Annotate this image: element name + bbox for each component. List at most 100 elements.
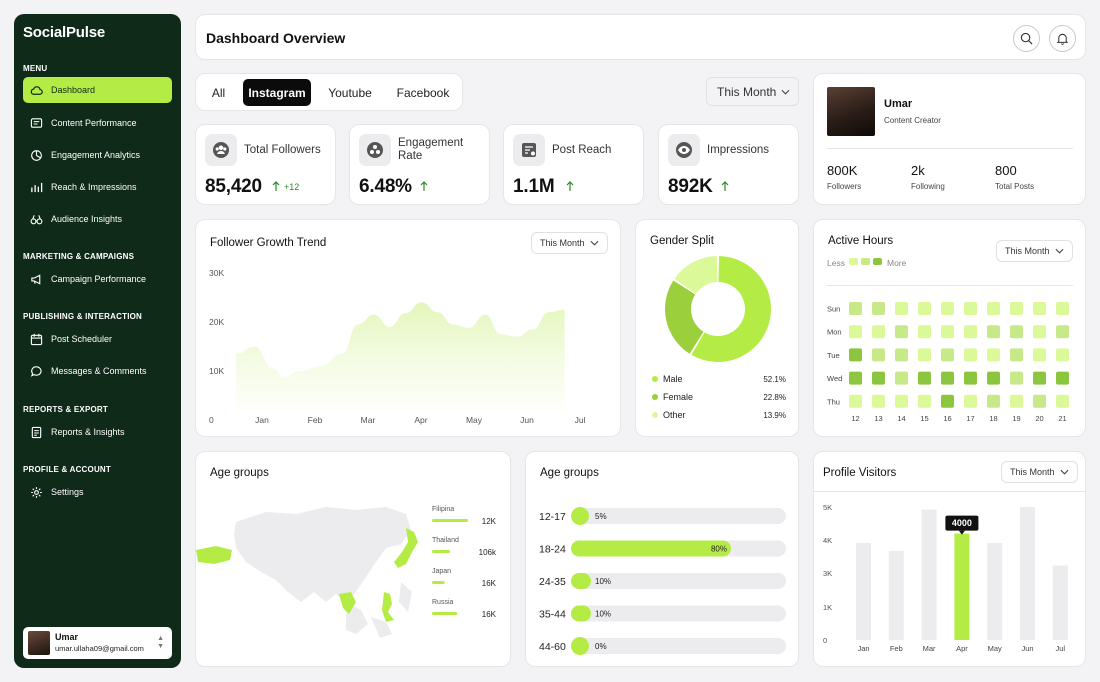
- sidebar-item-post-scheduler[interactable]: Post Scheduler: [23, 326, 172, 352]
- heatmap-cell: [941, 394, 954, 408]
- stat-delta: [566, 181, 574, 192]
- arrow-up-icon: [721, 181, 729, 191]
- chevron-down-icon: [1055, 248, 1064, 254]
- follower-growth-chart: 30K 20K 10K 0 Jan Feb Mar Apr May Jun Jul: [209, 268, 586, 425]
- age-bar: [571, 573, 591, 589]
- sidebar-item-reach-impressions[interactable]: Reach & Impressions: [23, 174, 172, 200]
- period-dropdown[interactable]: This Month: [531, 232, 608, 254]
- sidebar-item-campaign-performance[interactable]: Campaign Performance: [23, 266, 172, 292]
- age-label: 18-24: [539, 544, 566, 556]
- country-value: 106k: [479, 548, 497, 557]
- tooltip-box: [945, 515, 979, 531]
- period-value: This Month: [1010, 467, 1055, 477]
- reach-icon: [30, 181, 43, 194]
- stat-card-impressions: Impressions 892K: [658, 124, 799, 205]
- profile-visitors-card: Profile Visitors This Month 5K 4K 3K 1K 0 Jan…: [813, 451, 1087, 667]
- sidebar-item-messages-comments[interactable]: Messages & Comments: [23, 358, 172, 384]
- engagement-icon: [359, 134, 391, 166]
- stat-label: Impressions: [707, 144, 769, 156]
- heatmap-cell: [1033, 371, 1046, 385]
- map-highlight-filipina: [382, 592, 394, 622]
- stat-label: Engagement Rate: [398, 137, 464, 162]
- heatmap-cell: [1033, 302, 1046, 315]
- age-value: 0%: [595, 642, 607, 651]
- heatmap-cell: [895, 325, 908, 339]
- stat-delta-value: +12: [284, 181, 300, 192]
- card-title: Gender Split: [650, 235, 714, 247]
- x-tick-label: Mar: [361, 415, 376, 425]
- chevron-down-icon: [1060, 469, 1069, 475]
- cloud-icon: [30, 84, 43, 97]
- sidebar-item-content-performance[interactable]: Content Performance: [23, 110, 172, 136]
- y-tick-label: 1K: [823, 603, 832, 612]
- y-tick-label: 0: [823, 636, 827, 645]
- profile-metric-value: 2k: [911, 163, 925, 178]
- stat-card-total-followers: Total Followers 85,420 +12: [195, 124, 336, 205]
- profile-visitors-chart: 5K 4K 3K 1K 0 Jan Feb Mar Apr 4000 May Jun Jul: [823, 503, 1068, 653]
- period-dropdown[interactable]: This Month: [1001, 461, 1078, 483]
- map-highlight-russia: [196, 546, 232, 564]
- y-tick-label: 0: [209, 415, 214, 425]
- tab-instagram[interactable]: Instagram: [243, 79, 311, 106]
- sidebar-item-label: Content Performance: [51, 118, 137, 128]
- heatmap-col-label: 18: [989, 414, 997, 423]
- divider: [827, 285, 1073, 286]
- country-list: Filipina 12K Thailand 106k Japan 16K Russia 16K: [432, 506, 497, 619]
- y-tick-label: 10K: [209, 366, 224, 376]
- x-tick-label: Jul: [575, 415, 586, 425]
- sidebar-item-dashboard[interactable]: Dashboard: [23, 77, 172, 103]
- sidebar: SocialPulse MENU Dashboard Content Perfo…: [14, 14, 181, 668]
- tooltip-value: 4000: [952, 518, 972, 528]
- x-tick-label: Jun: [520, 415, 534, 425]
- country-label: Russia: [432, 599, 454, 606]
- age-map-card: Age groups Filipina 12K Thailand 106k Japan 1…: [195, 451, 511, 667]
- period-dropdown[interactable]: This Month: [706, 77, 799, 106]
- header-bar: Dashboard Overview: [195, 14, 1086, 60]
- heatmap-col-label: 20: [1035, 414, 1043, 423]
- stat-delta: [420, 181, 428, 192]
- age-label: 12-17: [539, 511, 566, 523]
- chevron-down-icon: [781, 89, 790, 95]
- tab-facebook[interactable]: Facebook: [396, 85, 450, 100]
- heatmap-cell: [964, 371, 977, 385]
- heatmap-col-label: 19: [1012, 414, 1020, 423]
- heatmap-cell: [1033, 325, 1046, 339]
- x-tick-label: Jan: [255, 415, 269, 425]
- stat-card-engagement-rate: Engagement Rate 6.48%: [349, 124, 490, 205]
- sidebar-item-settings[interactable]: Settings: [23, 479, 172, 505]
- sidebar-item-reports-insights[interactable]: Reports & Insights: [23, 419, 172, 445]
- country-bar: [432, 519, 468, 522]
- profile-metric-value: 800K: [827, 163, 858, 178]
- x-tick-label: Mar: [923, 644, 936, 653]
- visitor-bar: [1020, 507, 1035, 640]
- y-tick-label: 30K: [209, 268, 224, 278]
- profile-name: Umar: [884, 98, 913, 110]
- active-hours-heatmap: Sun Mon Tue Wed Thu 12 13 14 15 16 17 18 19 20 21: [827, 302, 1069, 423]
- section-publishing: PUBLISHING & INTERACTION: [23, 312, 143, 321]
- stat-label: Post Reach: [552, 144, 612, 156]
- visitor-bar: [856, 542, 871, 640]
- tab-all[interactable]: All: [211, 85, 226, 100]
- heatmap-cell: [964, 394, 977, 408]
- tab-youtube[interactable]: Youtube: [328, 85, 372, 100]
- sidebar-item-engagement-analytics[interactable]: Engagement Analytics: [23, 142, 172, 168]
- search-button[interactable]: [1013, 25, 1040, 52]
- sidebar-item-label: Audience Insights: [51, 214, 123, 224]
- sidebar-item-label: Post Scheduler: [51, 334, 113, 344]
- period-value: This Month: [1005, 246, 1050, 256]
- heatmap-cell: [964, 348, 977, 362]
- age-value: 10%: [595, 610, 611, 619]
- arrow-up-icon: [566, 181, 574, 191]
- period-dropdown[interactable]: This Month: [996, 240, 1073, 262]
- content-icon: [30, 117, 43, 130]
- account-switcher[interactable]: Umar umar.ullaha09@gmail.com ▲ ▼: [23, 627, 172, 659]
- sidebar-item-audience-insights[interactable]: Audience Insights: [23, 206, 172, 232]
- notifications-button[interactable]: [1049, 25, 1076, 52]
- age-bar: [571, 507, 589, 525]
- stat-delta: +12: [272, 181, 299, 192]
- card-title: Age groups: [540, 467, 599, 479]
- user-name: Umar: [55, 632, 79, 642]
- heatmap-cell: [872, 371, 885, 385]
- world-map: [196, 507, 418, 638]
- age-track: [571, 605, 786, 622]
